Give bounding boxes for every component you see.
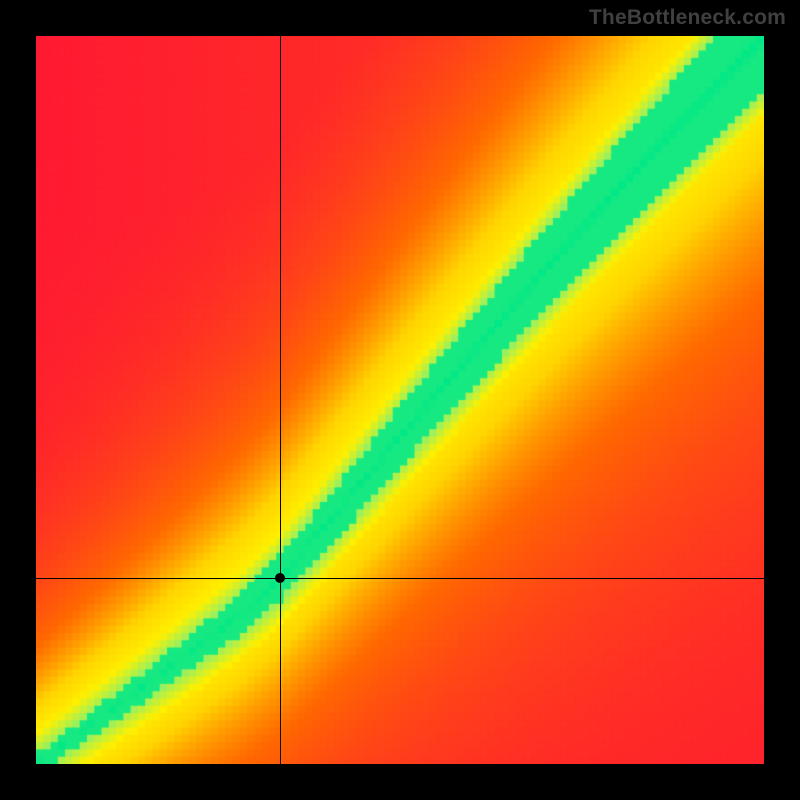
crosshair-vertical: [280, 36, 281, 764]
selection-marker: [275, 573, 285, 583]
crosshair-horizontal: [36, 578, 764, 579]
bottleneck-heatmap: [36, 36, 764, 764]
heatmap-canvas: [36, 36, 764, 764]
attribution-text: TheBottleneck.com: [589, 6, 786, 30]
